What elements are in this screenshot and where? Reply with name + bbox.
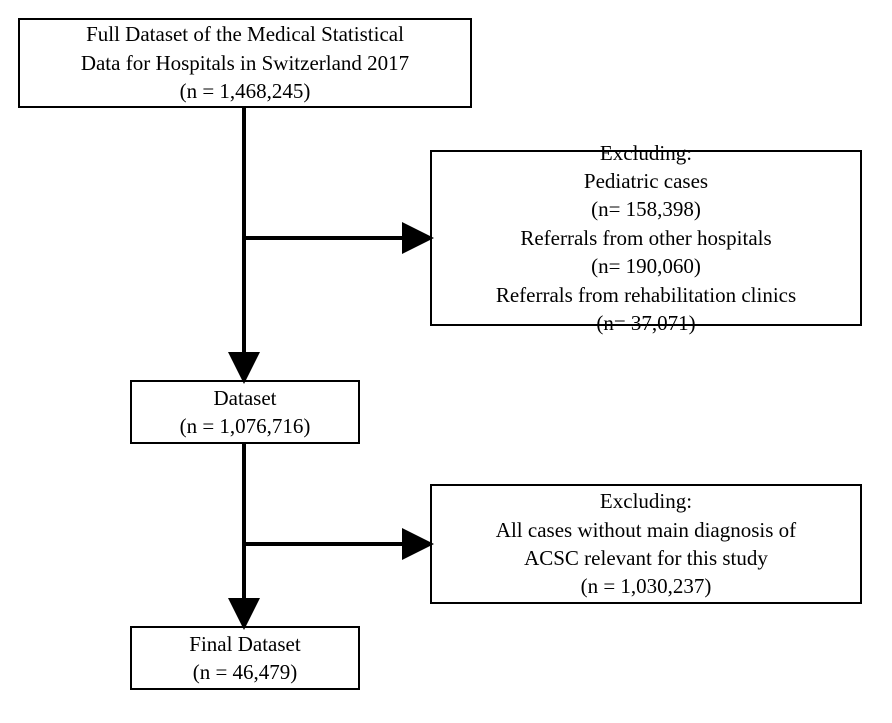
flowchart-node-exclude-2: Excluding:All cases without main diagnos… bbox=[430, 484, 862, 604]
flowchart-node-text: (n = 1,468,245) bbox=[180, 77, 311, 105]
flowchart-node-text: Referrals from rehabilitation clinics bbox=[496, 281, 796, 309]
flowchart-node-final-dataset: Final Dataset(n = 46,479) bbox=[130, 626, 360, 690]
flowchart-node-text: (n= 37,071) bbox=[596, 309, 695, 337]
flowchart-connectors bbox=[0, 0, 892, 723]
flowchart-node-text: Pediatric cases bbox=[584, 167, 708, 195]
flowchart-node-exclude-1: Excluding:Pediatric cases(n= 158,398)Ref… bbox=[430, 150, 862, 326]
flowchart-node-text: Final Dataset bbox=[189, 630, 300, 658]
flowchart-node-text: Referrals from other hospitals bbox=[520, 224, 771, 252]
flowchart-node-text: ACSC relevant for this study bbox=[524, 544, 768, 572]
flowchart-node-text: Excluding: bbox=[600, 487, 692, 515]
flowchart-node-text: (n = 1,076,716) bbox=[180, 412, 311, 440]
flowchart-node-text: Data for Hospitals in Switzerland 2017 bbox=[81, 49, 409, 77]
flowchart-node-text: Dataset bbox=[214, 384, 277, 412]
flowchart-node-text: (n = 46,479) bbox=[193, 658, 298, 686]
flowchart-node-full-dataset: Full Dataset of the Medical StatisticalD… bbox=[18, 18, 472, 108]
flowchart-node-text: (n= 190,060) bbox=[591, 252, 701, 280]
flowchart-node-text: (n= 158,398) bbox=[591, 195, 701, 223]
flowchart-node-text: Excluding: bbox=[600, 139, 692, 167]
flowchart-node-text: (n = 1,030,237) bbox=[581, 572, 712, 600]
flowchart-node-text: All cases without main diagnosis of bbox=[496, 516, 796, 544]
flowchart-node-text: Full Dataset of the Medical Statistical bbox=[86, 20, 404, 48]
flowchart-node-dataset: Dataset(n = 1,076,716) bbox=[130, 380, 360, 444]
